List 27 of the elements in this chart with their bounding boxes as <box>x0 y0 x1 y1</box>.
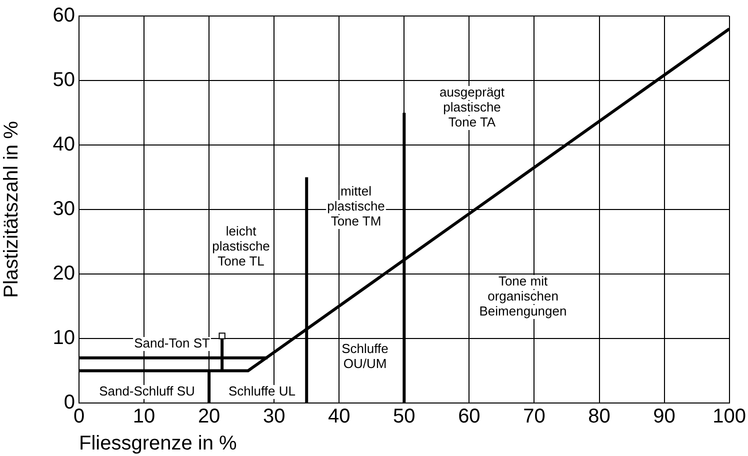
y-tick-label: 60 <box>52 4 75 27</box>
x-tick-label: 100 <box>712 406 746 428</box>
x-tick-label: 50 <box>393 406 416 428</box>
y-axis-title: Plastizitätszahl in % <box>0 120 23 298</box>
annotation: Tone mit organischen Beimengungen <box>479 274 567 319</box>
annotation: leicht plastische Tone TL <box>212 224 270 269</box>
x-tick-label: 60 <box>458 406 480 428</box>
x-tick-label: 70 <box>523 406 546 428</box>
y-tick-label: 20 <box>52 262 75 285</box>
y-tick-label: 50 <box>52 69 75 92</box>
annotation: Schluffe OU/UM <box>342 341 388 372</box>
x-tick-label: 20 <box>198 406 220 428</box>
y-tick-label: 30 <box>52 198 75 220</box>
annotation: Sand-Ton ST <box>134 336 210 351</box>
y-tick-label: 0 <box>64 392 75 414</box>
x-tick-label: 90 <box>653 406 676 428</box>
x-tick-label: 10 <box>132 406 156 428</box>
x-axis-title: Fliessgrenze in % <box>79 432 238 455</box>
x-tick-label: 30 <box>262 406 286 428</box>
x-tick-label: 80 <box>588 406 610 428</box>
annotation: mittel plastische Tone TM <box>327 184 385 229</box>
y-tick-label: 10 <box>52 327 75 350</box>
y-tick-label: 40 <box>52 134 75 156</box>
annotation: ausgeprägt plastische Tone TA <box>439 84 505 130</box>
annotation: Schluffe UL <box>228 384 296 399</box>
x-tick-label: 40 <box>328 406 350 428</box>
annotation: Sand-Schluff SU <box>99 384 195 399</box>
